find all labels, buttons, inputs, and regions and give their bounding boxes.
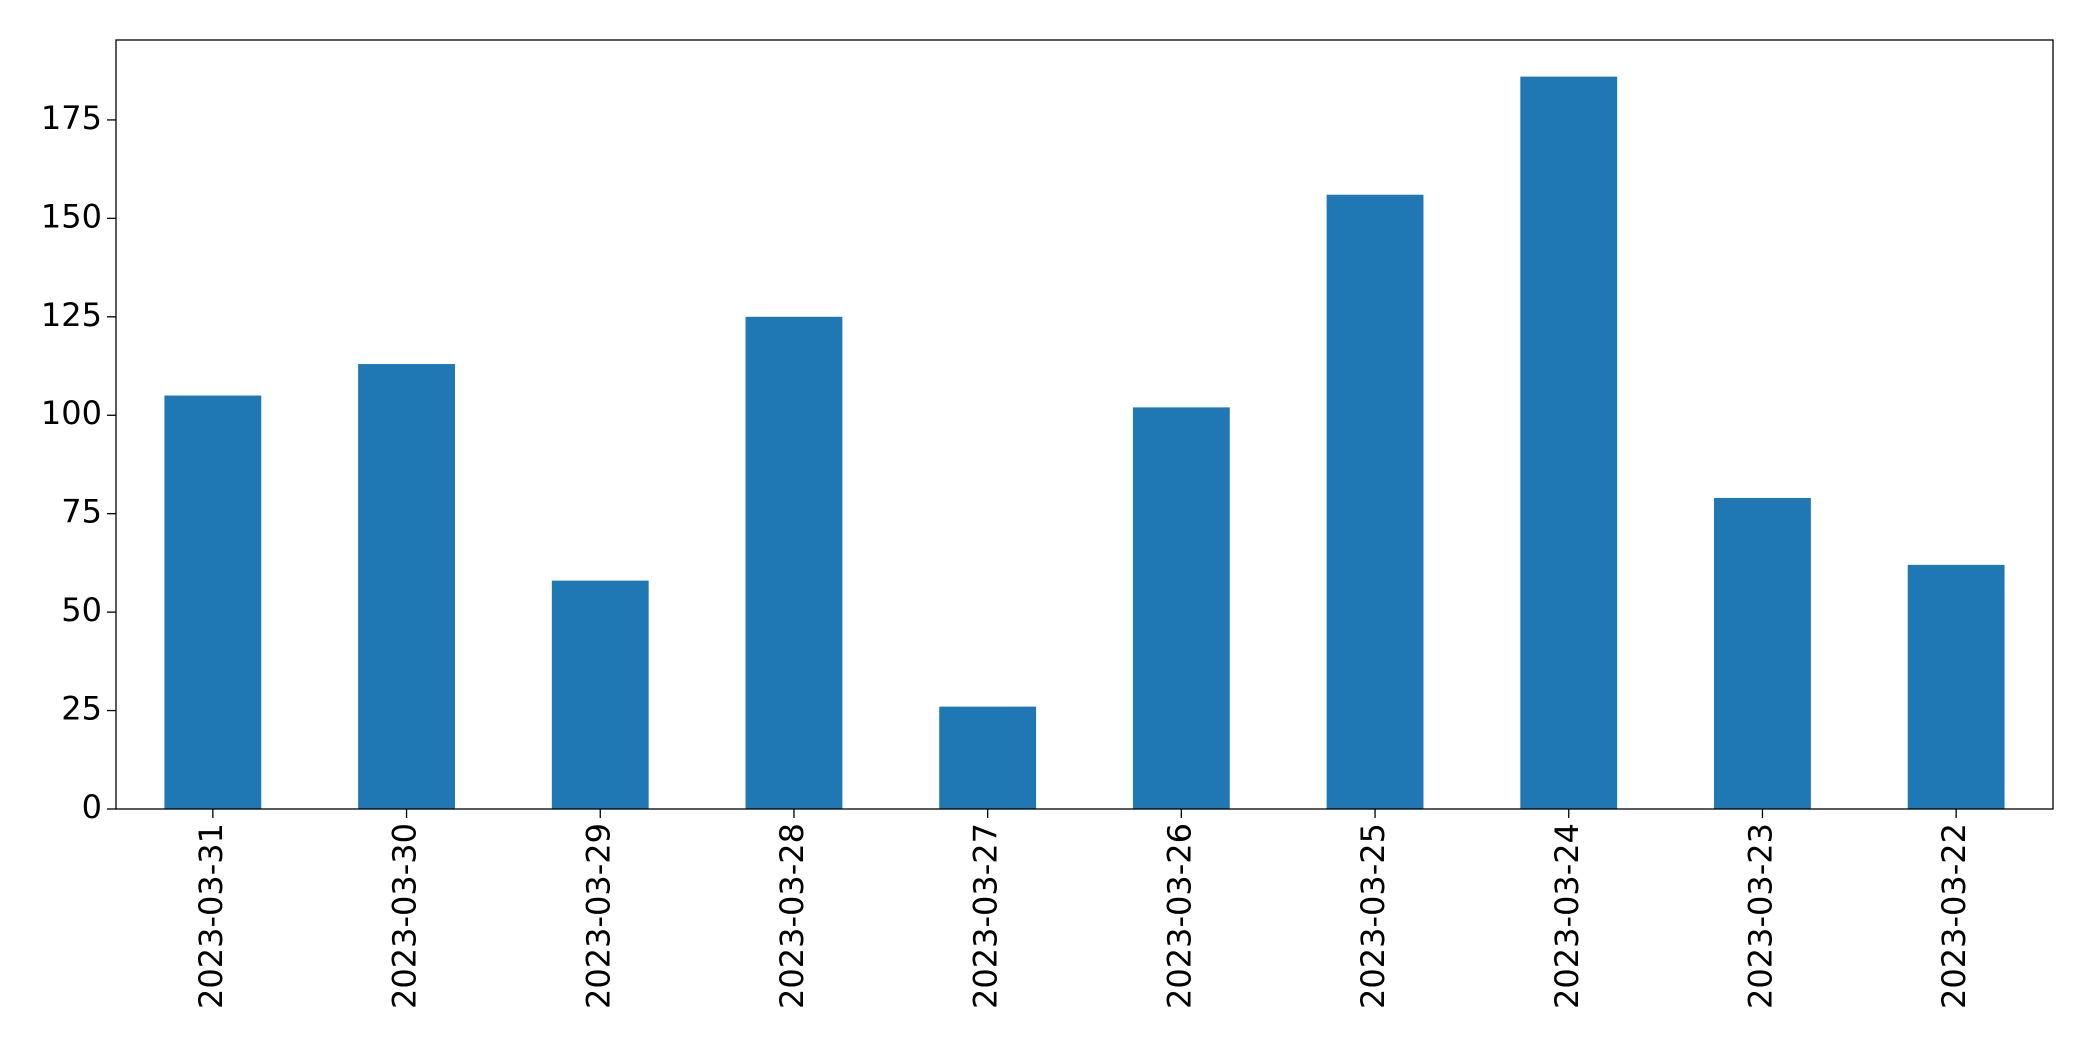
x-tick-label: 2023-03-30 — [386, 823, 424, 1009]
y-tick-label: 50 — [61, 591, 102, 629]
x-tick-label: 2023-03-29 — [579, 823, 617, 1009]
bar — [1907, 564, 2005, 809]
x-tick-label: 2023-03-24 — [1548, 823, 1586, 1009]
y-tick-label: 150 — [41, 197, 102, 235]
bar — [939, 706, 1037, 809]
bar — [1132, 407, 1230, 809]
y-tick-label: 25 — [61, 690, 102, 728]
bar — [745, 316, 843, 809]
x-tick-label: 2023-03-31 — [192, 823, 230, 1009]
plot-frame — [115, 39, 2054, 810]
y-tick-label: 100 — [41, 394, 102, 432]
y-tick-label: 125 — [41, 296, 102, 334]
bar — [358, 364, 455, 809]
y-tick-label: 0 — [82, 788, 102, 826]
x-tick-label: 2023-03-28 — [773, 823, 811, 1009]
bar — [1714, 497, 1811, 809]
y-tick-label: 175 — [41, 99, 102, 137]
x-tick-label: 2023-03-23 — [1741, 823, 1779, 1009]
y-tick-label: 75 — [61, 493, 102, 531]
bar — [164, 395, 262, 809]
x-tick-label: 2023-03-27 — [967, 823, 1005, 1009]
x-tick-label: 2023-03-26 — [1160, 823, 1198, 1009]
bar — [1326, 194, 1424, 810]
bar — [551, 580, 649, 809]
bar — [1520, 76, 1618, 810]
x-tick-label: 2023-03-22 — [1935, 823, 1973, 1009]
x-tick-label: 2023-03-25 — [1354, 823, 1392, 1009]
